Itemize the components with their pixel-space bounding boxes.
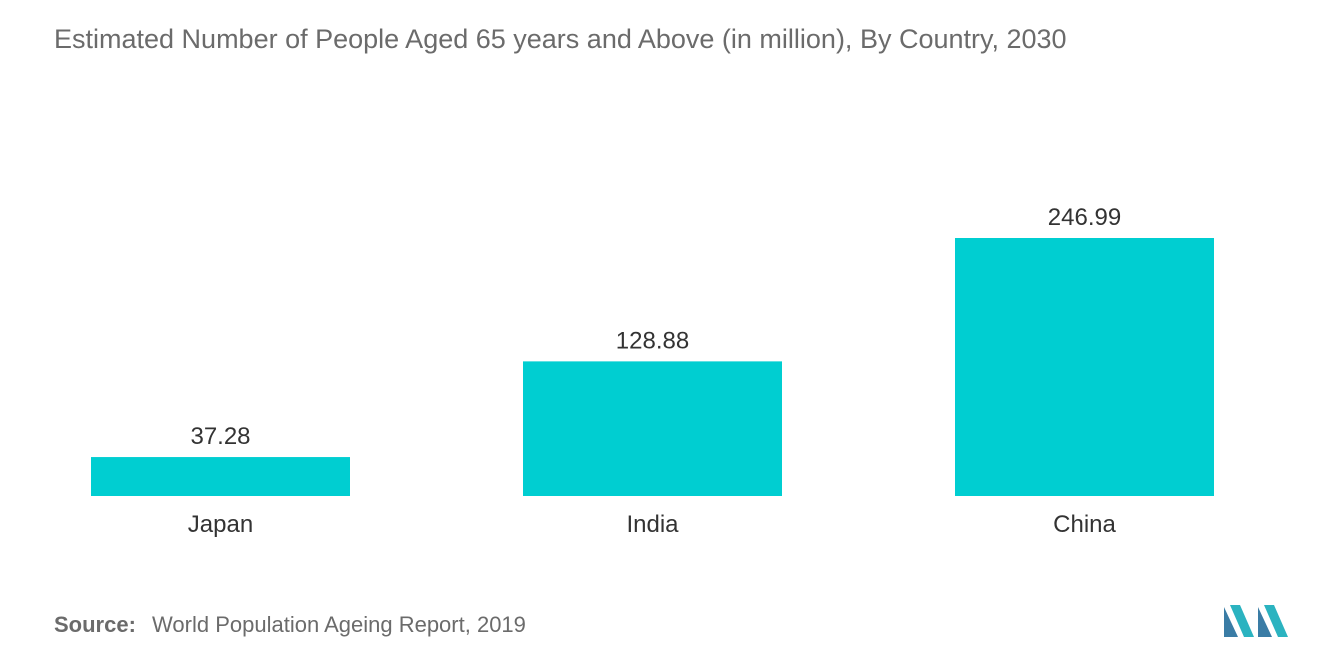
category-label-india: India bbox=[626, 511, 679, 538]
source-label: Source: bbox=[54, 612, 136, 637]
chart-title: Estimated Number of People Aged 65 years… bbox=[54, 24, 1067, 54]
category-label-japan: Japan bbox=[188, 511, 253, 538]
bar-japan bbox=[91, 457, 350, 496]
bar-china bbox=[955, 238, 1214, 496]
mordor-intelligence-logo-icon bbox=[1224, 605, 1288, 637]
source-note: Source: World Population Ageing Report, … bbox=[54, 612, 526, 638]
data-label-india: 128.88 bbox=[616, 327, 689, 354]
source-text: World Population Ageing Report, 2019 bbox=[152, 612, 526, 637]
bar-india bbox=[523, 361, 782, 496]
category-label-china: China bbox=[1053, 511, 1116, 538]
data-label-japan: 37.28 bbox=[190, 423, 250, 450]
data-label-china: 246.99 bbox=[1048, 204, 1121, 231]
bar-chart: 37.28 Japan 128.88 India 246.99 China bbox=[91, 204, 1214, 538]
